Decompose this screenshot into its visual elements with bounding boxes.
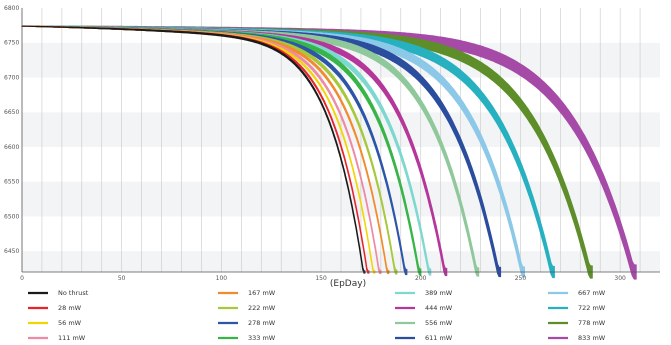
y-tick-label: 6700 [4, 74, 19, 81]
legend-item: 56 mW [28, 319, 82, 327]
legend-label: 333 mW [248, 334, 276, 342]
legend-label: 722 mW [578, 304, 606, 312]
legend-item: 28 mW [28, 304, 82, 312]
legend-item: 222 mW [218, 304, 276, 312]
legend-item: 111 mW [28, 334, 86, 342]
legend-label: 278 mW [248, 319, 276, 327]
legend-item: 611 mW [395, 334, 453, 342]
legend: No thrust 28 mW 56 mW 111 mW 167 mW 222 mW 278… [28, 289, 606, 342]
axes [21, 8, 660, 273]
y-tick-label: 6550 [4, 179, 19, 186]
legend-item: 278 mW [218, 319, 276, 327]
legend-item: 833 mW [548, 334, 606, 342]
x-tick-label: 0 [20, 275, 24, 282]
legend-item: 556 mW [395, 319, 453, 327]
x-tick-labels: 0 50 100 150 200 250 300 [20, 275, 626, 282]
x-tick-label: 100 [216, 275, 228, 282]
legend-label: No thrust [58, 289, 89, 297]
y-tick-label: 6800 [4, 5, 19, 12]
legend-label: 444 mW [425, 304, 453, 312]
y-tick-labels: 6450 6500 6550 6600 6650 6700 6750 6800 [4, 5, 19, 255]
legend-item: 167 mW [218, 289, 276, 297]
legend-label: 28 mW [58, 304, 82, 312]
legend-label: 611 mW [425, 334, 453, 342]
legend-item: 778 mW [548, 319, 606, 327]
legend-label: 222 mW [248, 304, 276, 312]
legend-label: 833 mW [578, 334, 606, 342]
legend-item: 444 mW [395, 304, 453, 312]
legend-item: No thrust [28, 289, 89, 297]
legend-item: 389 mW [395, 289, 453, 297]
legend-item: 667 mW [548, 289, 606, 297]
legend-item: 722 mW [548, 304, 606, 312]
x-tick-label: 200 [415, 275, 427, 282]
y-tick-label: 6600 [4, 144, 19, 151]
legend-label: 667 mW [578, 289, 606, 297]
legend-label: 778 mW [578, 319, 606, 327]
x-tick-label: 300 [614, 275, 626, 282]
legend-label: 167 mW [248, 289, 276, 297]
y-tick-label: 6450 [4, 248, 19, 255]
legend-item: 333 mW [218, 334, 276, 342]
x-tick-label: 50 [118, 275, 126, 282]
y-tick-label: 6650 [4, 109, 19, 116]
y-tick-label: 6500 [4, 213, 19, 220]
x-tick-label: 250 [515, 275, 527, 282]
y-tick-label: 6750 [4, 40, 19, 47]
x-tick-label: 150 [315, 275, 327, 282]
legend-label: 556 mW [425, 319, 453, 327]
legend-label: 111 mW [58, 334, 86, 342]
legend-label: 389 mW [425, 289, 453, 297]
legend-label: 56 mW [58, 319, 82, 327]
x-axis-label: (EpDay) [330, 279, 366, 289]
